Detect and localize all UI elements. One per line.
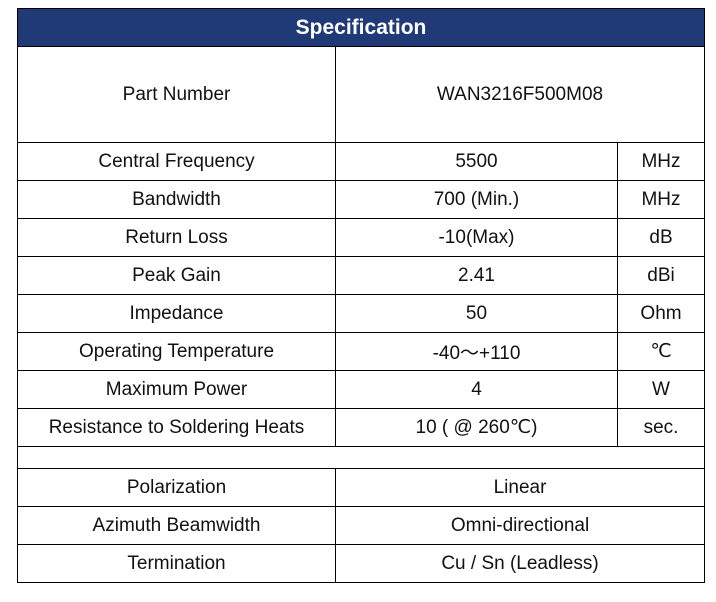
row-unit: MHz xyxy=(616,142,706,181)
row-unit: dBi xyxy=(616,256,706,295)
row-label: Operating Temperature xyxy=(17,332,336,371)
row-label: Peak Gain xyxy=(17,256,336,295)
specification-table: Specification Part Number WAN3216F500M08… xyxy=(16,8,706,583)
row-label: Impedance xyxy=(17,294,336,333)
row-value: 50 xyxy=(335,294,618,333)
row-value: 10 ( @ 260℃) xyxy=(335,408,618,447)
table-row: Peak Gain 2.41 dBi xyxy=(17,256,706,295)
table-row: Azimuth Beamwidth Omni-directional xyxy=(17,506,706,545)
row-value: 5500 xyxy=(335,142,618,181)
row-unit: W xyxy=(616,370,706,409)
table-row: Operating Temperature -40～+110 ℃ xyxy=(17,332,706,371)
part-number-label: Part Number xyxy=(17,46,336,143)
row-unit: ℃ xyxy=(616,332,706,371)
table-row: Central Frequency 5500 MHz xyxy=(17,142,706,181)
part-number-row: Part Number WAN3216F500M08 xyxy=(17,46,706,143)
table-row: Bandwidth 700 (Min.) MHz xyxy=(17,180,706,219)
table-row: Maximum Power 4 W xyxy=(17,370,706,409)
row-value: -10(Max) xyxy=(335,218,618,257)
row-value: 4 xyxy=(335,370,618,409)
table-row: Impedance 50 Ohm xyxy=(17,294,706,333)
row-value: Cu / Sn (Leadless) xyxy=(334,544,706,583)
row-unit: sec. xyxy=(616,408,706,447)
row-value: -40～+110 xyxy=(335,332,618,371)
table-row: Return Loss -10(Max) dB xyxy=(17,218,706,257)
spacer-cell xyxy=(16,446,706,469)
row-unit: dB xyxy=(616,218,706,257)
row-value: Omni-directional xyxy=(334,506,706,545)
row-label: Polarization xyxy=(17,468,336,507)
row-value: Linear xyxy=(334,468,706,507)
header-row: Specification xyxy=(16,8,706,47)
row-unit: Ohm xyxy=(616,294,706,333)
row-label: Maximum Power xyxy=(17,370,336,409)
table-row: Resistance to Soldering Heats 10 ( @ 260… xyxy=(17,408,706,447)
row-value: 700 (Min.) xyxy=(335,180,618,219)
row-label: Resistance to Soldering Heats xyxy=(17,408,336,447)
table-row: Termination Cu / Sn (Leadless) xyxy=(17,544,706,583)
table-row: Polarization Linear xyxy=(17,468,706,507)
row-label: Azimuth Beamwidth xyxy=(17,506,336,545)
part-number-value: WAN3216F500M08 xyxy=(334,46,706,143)
row-label: Central Frequency xyxy=(17,142,336,181)
spacer-row xyxy=(16,446,706,469)
row-label: Bandwidth xyxy=(17,180,336,219)
row-unit: MHz xyxy=(616,180,706,219)
row-label: Termination xyxy=(17,544,336,583)
row-label: Return Loss xyxy=(17,218,336,257)
table-title: Specification xyxy=(16,8,706,47)
row-value: 2.41 xyxy=(335,256,618,295)
